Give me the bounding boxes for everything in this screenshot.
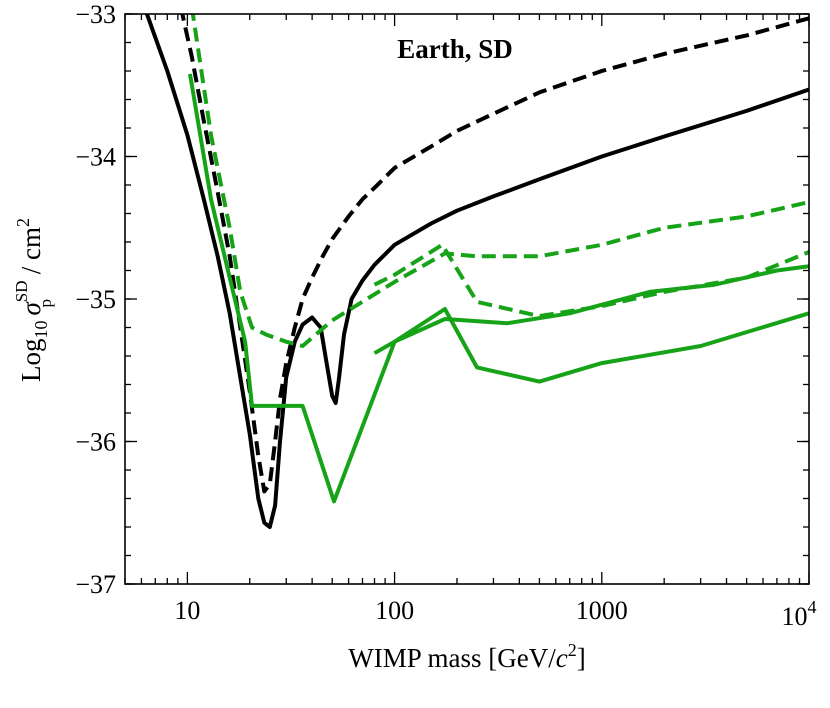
- x-axis-title-prefix: WIMP mass [GeV/: [348, 643, 556, 673]
- x-axis-title-exponent: 2: [568, 640, 577, 660]
- x-tick-label: 10: [174, 596, 200, 625]
- y-tick-label: −37: [75, 570, 116, 599]
- y-axis-title-unit-exponent: 2: [13, 218, 33, 227]
- y-axis-title-subp: p: [36, 299, 55, 308]
- series-green-solid-1: [188, 73, 809, 504]
- x-tick-label: 100: [375, 596, 414, 625]
- x-axis-title: WIMP mass [GeV/c2]: [348, 640, 585, 673]
- y-axis-title-log: Log: [16, 339, 46, 383]
- chart-annotation: Earth, SD: [397, 34, 513, 64]
- y-axis-title-sub10: 10: [31, 321, 51, 339]
- x-tick-label: 104: [782, 597, 817, 631]
- y-tick-label: −36: [75, 428, 116, 457]
- ticks-layer: 10 100 1000 104 −33 −34 −35 −36 −37: [75, 0, 816, 631]
- series-layer: [144, 14, 809, 529]
- y-axis-title-sigma: σ: [16, 301, 46, 316]
- x-tick-label: 1000: [576, 596, 628, 625]
- y-tick-label: −35: [75, 285, 116, 314]
- y-axis-title-sup: SD: [12, 280, 31, 302]
- x-axis-title-c: c: [556, 643, 568, 673]
- y-axis-title: Log10 σSD p / cm2: [12, 218, 55, 382]
- series-black-solid: [144, 14, 809, 529]
- series-black-dashed: [180, 14, 809, 494]
- x-axis-title-suffix: ]: [577, 643, 586, 673]
- y-axis-title-unit: / cm: [16, 227, 46, 281]
- y-tick-label: −33: [75, 0, 116, 29]
- y-tick-label: −34: [75, 143, 116, 172]
